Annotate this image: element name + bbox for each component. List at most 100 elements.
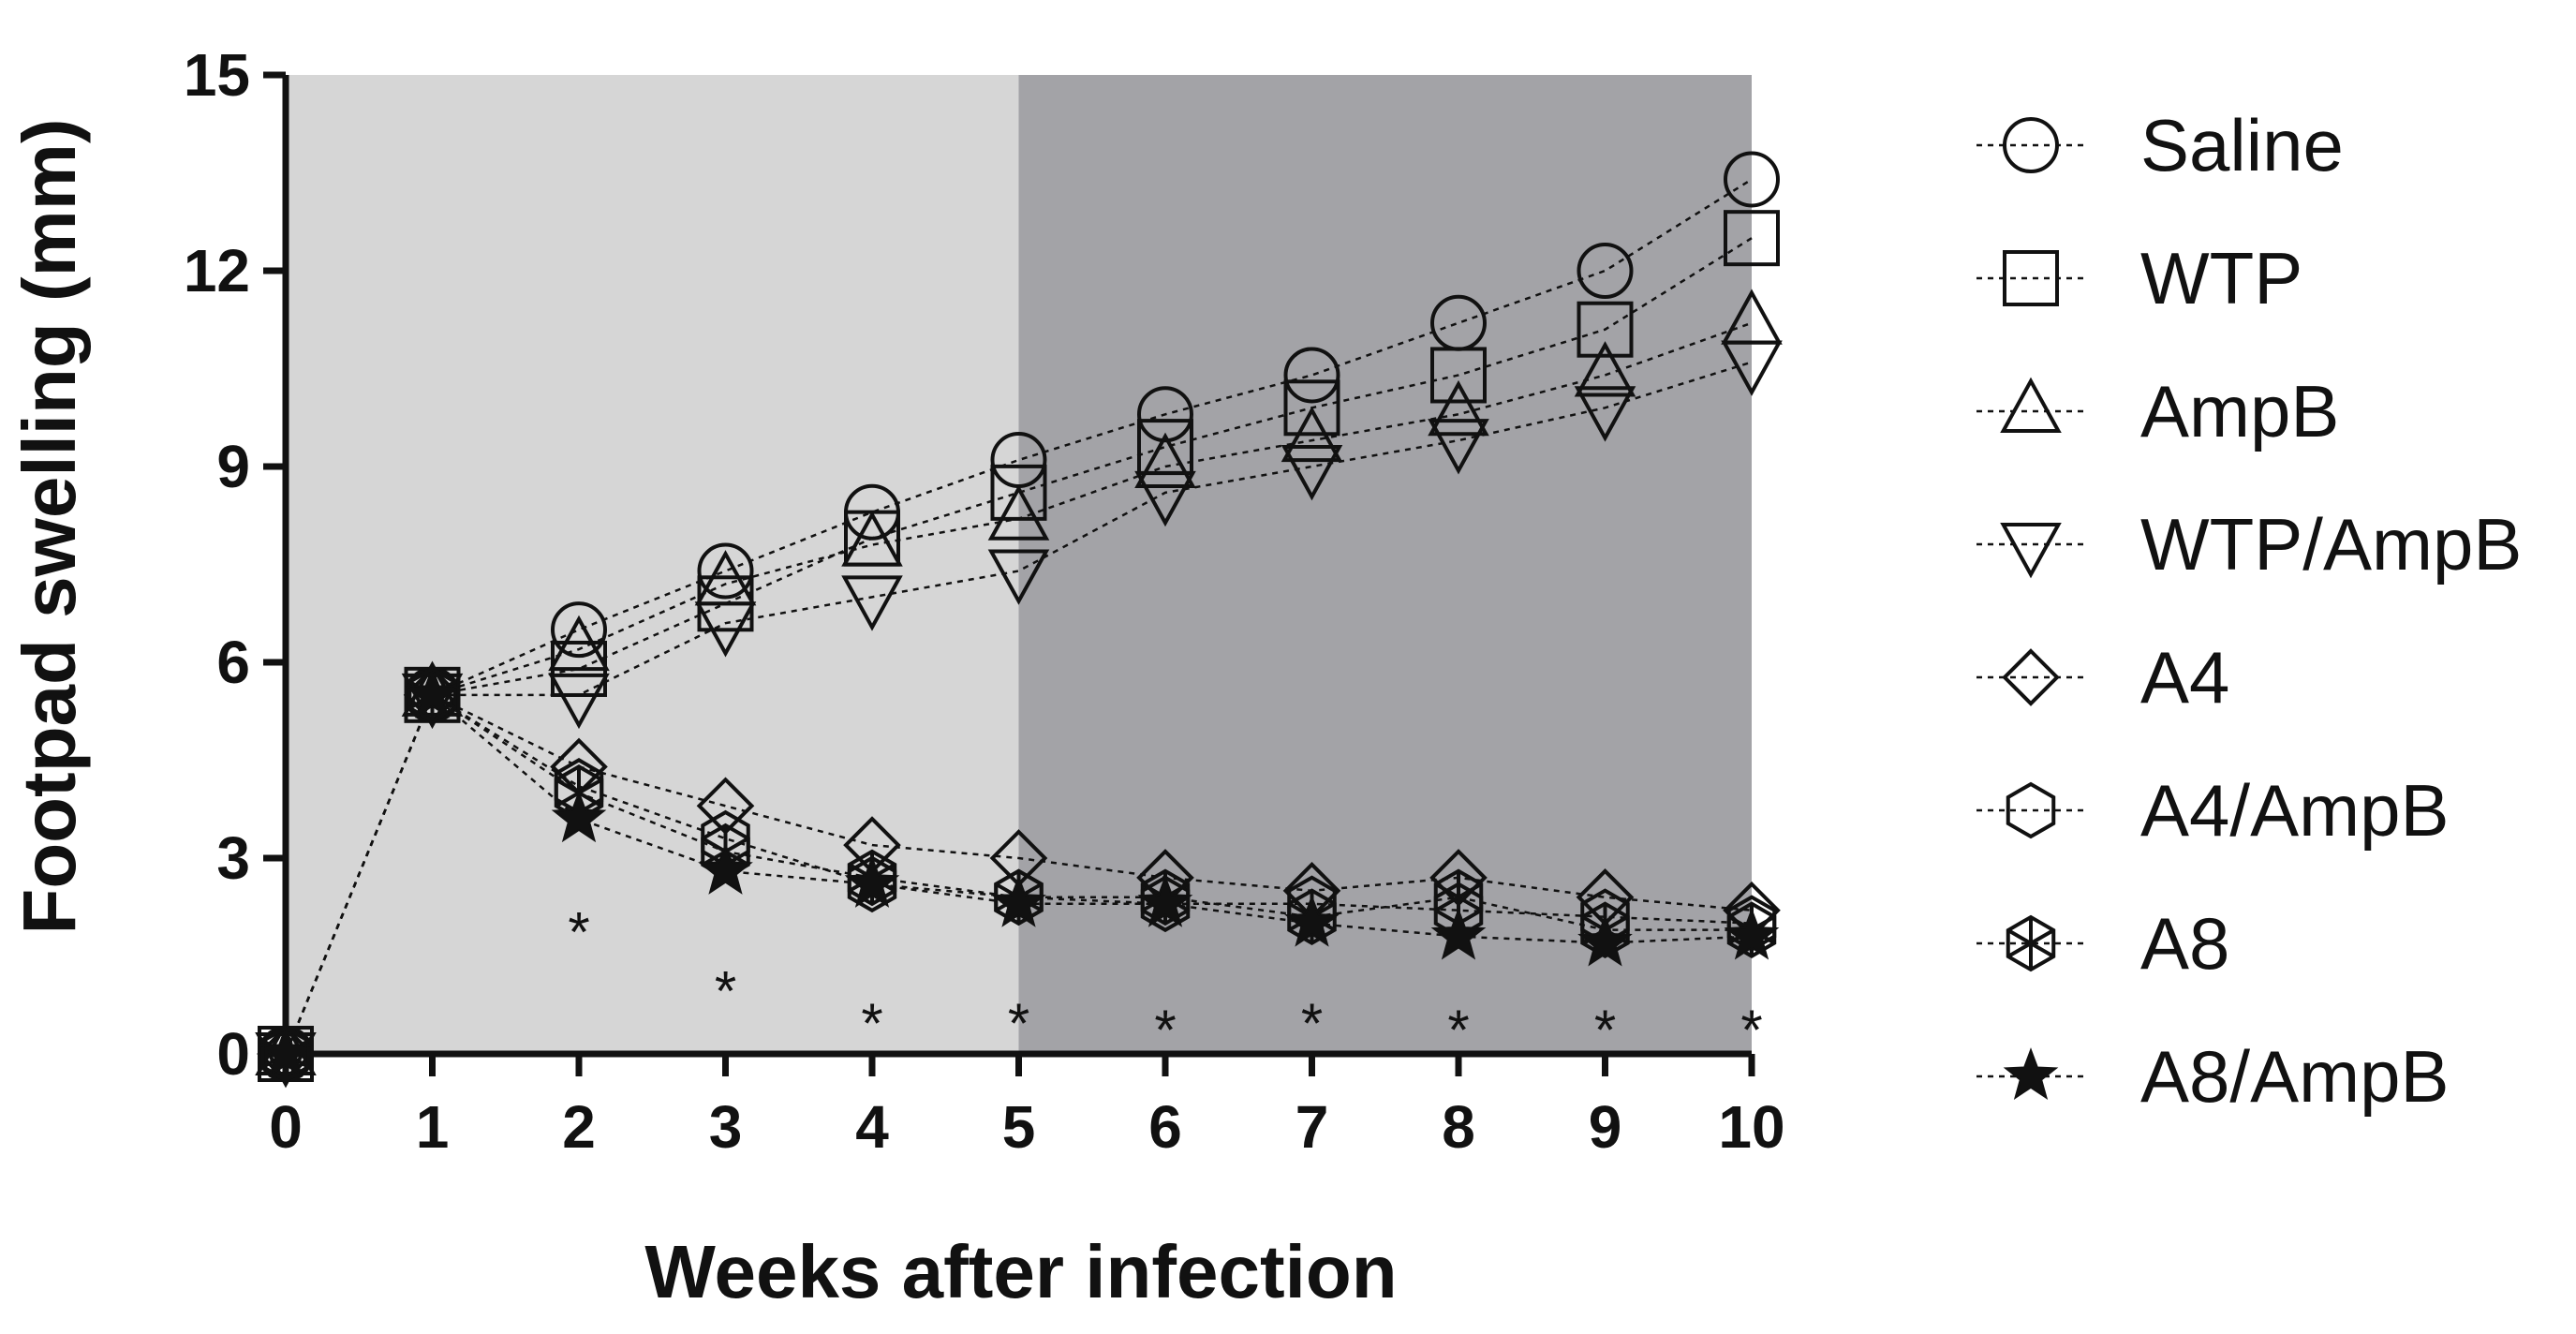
y-tick-label-3: 3 — [216, 824, 250, 892]
x-tick-label-0: 0 — [269, 1093, 303, 1161]
series-markers — [255, 151, 1783, 1089]
x-tick-label-8: 8 — [1442, 1093, 1475, 1161]
legend-marker-a8 — [2006, 914, 2056, 972]
point-wtp-ampb-3 — [694, 601, 757, 658]
point-a8-ampb-4 — [844, 855, 900, 908]
point-ampb-4 — [841, 511, 903, 567]
legend-label-ampb: AmpB — [2140, 370, 2339, 452]
significance-marks: * * * * * * * * * — [568, 901, 1762, 1061]
point-saline-3 — [697, 542, 754, 600]
shaded-region-1 — [286, 75, 1019, 1054]
significance-mark-week-8: * — [1447, 999, 1469, 1061]
significance-mark-week-10: * — [1740, 999, 1762, 1061]
legend-item-ampb: AmpB — [1976, 370, 2339, 452]
point-wtp-ampb-5 — [987, 549, 1050, 605]
legend-marker-saline — [2003, 117, 2059, 173]
series-line-a4 — [284, 693, 1753, 1055]
legend-label-a8: A8 — [2140, 902, 2229, 985]
significance-mark-week-2: * — [568, 901, 589, 964]
point-a8-ampb-3 — [698, 842, 753, 895]
point-ampb-2 — [548, 615, 610, 672]
significance-mark-week-3: * — [715, 959, 736, 1022]
point-wtp-10 — [1724, 210, 1780, 267]
point-a8-ampb-8 — [1430, 907, 1487, 960]
point-a8-ampb-1 — [405, 665, 460, 719]
legend-item-a8: A8 — [1976, 902, 2229, 985]
y-tick-label-6: 6 — [216, 629, 250, 696]
x-tick-label-5: 5 — [1002, 1093, 1036, 1161]
significance-mark-week-7: * — [1301, 992, 1323, 1055]
point-saline-6 — [1137, 386, 1193, 443]
point-wtp-5 — [990, 464, 1047, 521]
legend-label-saline: Saline — [2140, 104, 2344, 186]
legend-marker-wtp — [2003, 250, 2059, 306]
point-a8-ampb-5 — [991, 874, 1046, 927]
point-saline-10 — [1724, 151, 1780, 208]
point-ampb-7 — [1281, 406, 1343, 463]
point-wtp-ampb-2 — [548, 673, 610, 730]
legend-marker-ampb — [2000, 377, 2062, 433]
legend-item-wtp: WTP — [1976, 237, 2302, 319]
point-ampb-5 — [987, 484, 1050, 541]
legend-item-a8-ampb: A8/AmpB — [1976, 1035, 2449, 1118]
legend: Saline WTP AmpB WTP/AmpB A4 A4/AmpB A8 A8/AmpB — [1976, 104, 2522, 1118]
legend-item-wtp-ampb: WTP/AmpB — [1976, 503, 2522, 585]
point-ampb-8 — [1428, 379, 1489, 437]
y-tick-label-0: 0 — [216, 1020, 250, 1088]
series-line-a8 — [284, 692, 1752, 1055]
point-wtp-ampb-9 — [1574, 386, 1636, 442]
point-saline-2 — [551, 601, 607, 659]
legend-marker-a4 — [2002, 648, 2060, 706]
x-tick-label-2: 2 — [562, 1093, 596, 1161]
legend-item-a4-ampb: A4/AmpB — [1976, 769, 2449, 852]
significance-mark-week-9: * — [1594, 999, 1616, 1061]
point-wtp-ampb-8 — [1428, 419, 1489, 475]
legend-marker-a4-ampb — [2006, 781, 2056, 839]
series-line-saline — [284, 178, 1753, 1055]
significance-mark-week-4: * — [861, 992, 882, 1055]
x-tick-label-3: 3 — [709, 1093, 743, 1161]
point-a8-ampb-7 — [1284, 894, 1340, 947]
significance-mark-week-6: * — [1154, 999, 1176, 1061]
legend-item-a4: A4 — [1976, 636, 2229, 719]
y-tick-label-15: 15 — [184, 41, 250, 109]
x-tick-label-1: 1 — [416, 1093, 450, 1161]
x-tick-label-6: 6 — [1148, 1093, 1182, 1161]
legend-label-a4: A4 — [2140, 636, 2229, 719]
legend-marker-wtp-ampb — [2000, 523, 2062, 579]
legend-label-a8-ampb: A8/AmpB — [2140, 1035, 2449, 1118]
legend-label-wtp-ampb: WTP/AmpB — [2140, 503, 2522, 585]
y-axis-title: Footpad swelling (mm) — [7, 118, 91, 934]
point-ampb-9 — [1574, 341, 1636, 397]
point-saline-7 — [1283, 347, 1340, 404]
point-wtp-ampb-6 — [1134, 470, 1196, 527]
series-line-wtp-ampb — [284, 361, 1753, 1055]
y-tick-label-9: 9 — [216, 433, 250, 500]
x-axis-title: Weeks after infection — [644, 1230, 1397, 1313]
significance-mark-week-5: * — [1008, 992, 1029, 1055]
point-a8-ampb-10 — [1724, 907, 1780, 960]
legend-label-a4-ampb: A4/AmpB — [2140, 769, 2449, 852]
point-a8-ampb-2 — [551, 790, 607, 843]
series-line-wtp — [284, 237, 1753, 1055]
x-tick-label-4: 4 — [855, 1093, 889, 1161]
x-tick-label-10: 10 — [1718, 1093, 1784, 1161]
y-tick-label-12: 12 — [184, 237, 250, 304]
point-wtp-7 — [1283, 379, 1340, 437]
point-a8-ampb-0 — [258, 1025, 314, 1077]
x-tick-label-9: 9 — [1589, 1093, 1622, 1161]
legend-marker-a8-ampb — [2003, 1047, 2059, 1100]
point-ampb-6 — [1134, 432, 1196, 488]
point-wtp-9 — [1577, 301, 1634, 358]
legend-item-saline: Saline — [1976, 104, 2344, 186]
point-a8-ampb-6 — [1137, 874, 1193, 927]
x-tick-label-7: 7 — [1295, 1093, 1329, 1161]
series-line-a8-ampb — [284, 692, 1753, 1055]
point-wtp-ampb-7 — [1281, 445, 1343, 501]
legend-label-wtp: WTP — [2140, 237, 2302, 319]
point-a8-ampb-9 — [1577, 913, 1633, 967]
point-saline-9 — [1577, 243, 1634, 299]
point-wtp-ampb-4 — [841, 575, 903, 631]
